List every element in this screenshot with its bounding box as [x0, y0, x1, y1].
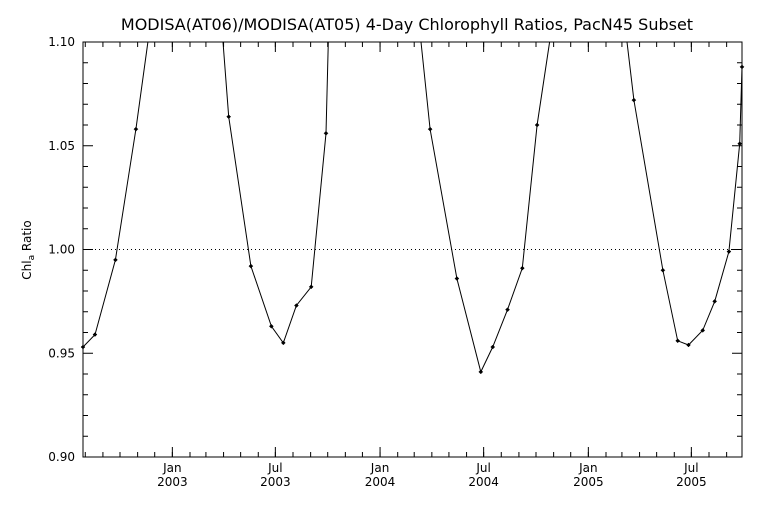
data-point [280, 340, 286, 346]
ticks-layer [83, 41, 742, 458]
svg-text:Chla Ratio: Chla Ratio [20, 220, 37, 279]
x-tick-label-year: 2003 [157, 475, 188, 489]
tick-labels-layer: 0.900.951.001.051.10Jan2003Jul2003Jan200… [48, 35, 706, 489]
x-tick-label-month: Jul [475, 461, 490, 475]
x-tick-label-month: Jul [683, 461, 698, 475]
data-point [675, 338, 681, 344]
data-point [133, 126, 139, 132]
y-axis-label-subscript: a [27, 255, 37, 261]
data-point [490, 344, 496, 350]
x-tick-label-year: 2005 [573, 475, 604, 489]
series-line [82, 41, 743, 374]
x-tick-label-year: 2005 [676, 475, 707, 489]
data-point [323, 130, 329, 136]
y-tick-label: 0.95 [48, 346, 75, 360]
y-axis-label-suffix: Ratio [20, 220, 34, 255]
x-tick-label-month: Jan [162, 461, 182, 475]
data-point [660, 267, 666, 273]
data-point [712, 299, 718, 304]
data-point [92, 332, 98, 337]
y-tick-label: 1.00 [48, 243, 75, 257]
data-point [686, 342, 691, 348]
data-point [113, 257, 118, 263]
data-point [737, 141, 743, 147]
x-tick-label-month: Jan [578, 461, 598, 475]
data-point [534, 122, 540, 128]
data-point [478, 369, 484, 375]
data-point [519, 265, 525, 271]
y-axis-label-text: Chl [20, 260, 34, 279]
data-point [248, 263, 254, 269]
x-tick-label-month: Jan [370, 461, 390, 475]
y-tick-label: 1.05 [48, 139, 75, 153]
x-tick-label-year: 2004 [365, 475, 396, 489]
data-point [454, 276, 460, 281]
x-tick-label-year: 2004 [468, 475, 499, 489]
data-point [294, 303, 299, 308]
data-point [427, 126, 433, 132]
y-tick-label: 1.10 [48, 35, 75, 49]
data-point [631, 97, 637, 103]
data-point [700, 328, 706, 333]
x-tick-label-year: 2003 [260, 475, 291, 489]
y-tick-label: 0.90 [48, 450, 75, 464]
data-point [308, 284, 314, 290]
series-layer [80, 41, 745, 375]
data-point [226, 114, 232, 120]
data-point [726, 249, 732, 254]
y-axis-label: Chla Ratio [20, 220, 37, 279]
data-point [505, 307, 510, 313]
chart-title: MODISA(AT06)/MODISA(AT05) 4-Day Chloroph… [121, 15, 693, 34]
data-point [269, 323, 274, 329]
x-tick-label-month: Jul [267, 461, 282, 475]
